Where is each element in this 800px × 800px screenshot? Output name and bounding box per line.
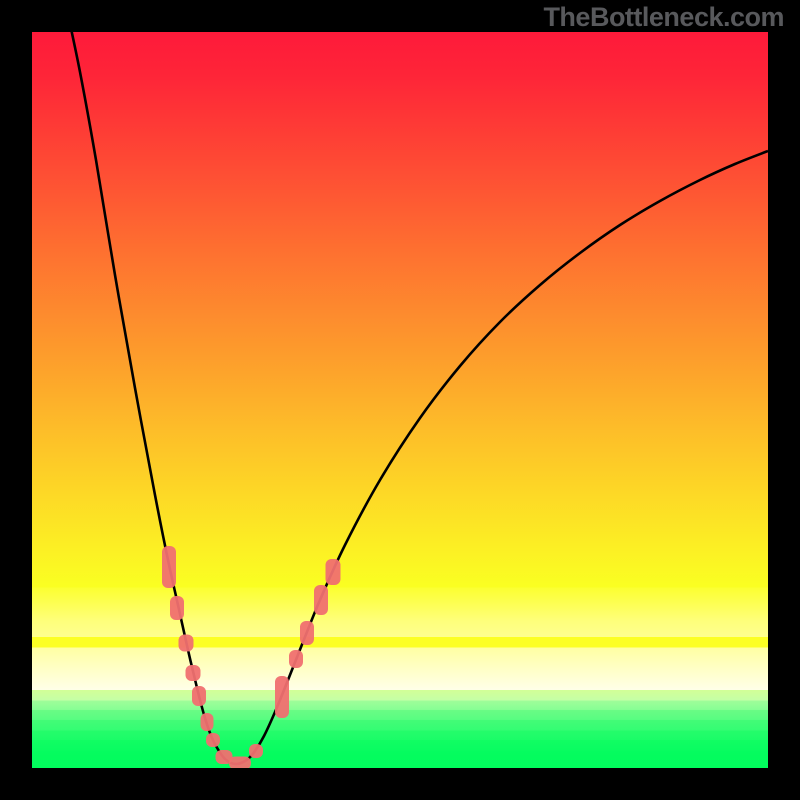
- data-marker: [275, 676, 289, 718]
- data-marker: [162, 546, 176, 588]
- data-marker: [289, 650, 303, 668]
- data-marker: [179, 635, 194, 652]
- data-marker: [249, 744, 263, 758]
- data-marker: [192, 686, 206, 706]
- data-marker: [206, 733, 220, 747]
- data-marker: [300, 621, 314, 645]
- gradient-background: [32, 32, 768, 768]
- data-marker: [201, 713, 214, 731]
- chart-svg: [0, 0, 800, 800]
- data-marker: [170, 596, 184, 620]
- data-marker: [229, 757, 251, 770]
- chart-container: TheBottleneck.com: [0, 0, 800, 800]
- data-marker: [186, 665, 201, 681]
- watermark-text: TheBottleneck.com: [543, 2, 784, 33]
- data-marker: [314, 585, 328, 615]
- data-marker: [326, 559, 341, 585]
